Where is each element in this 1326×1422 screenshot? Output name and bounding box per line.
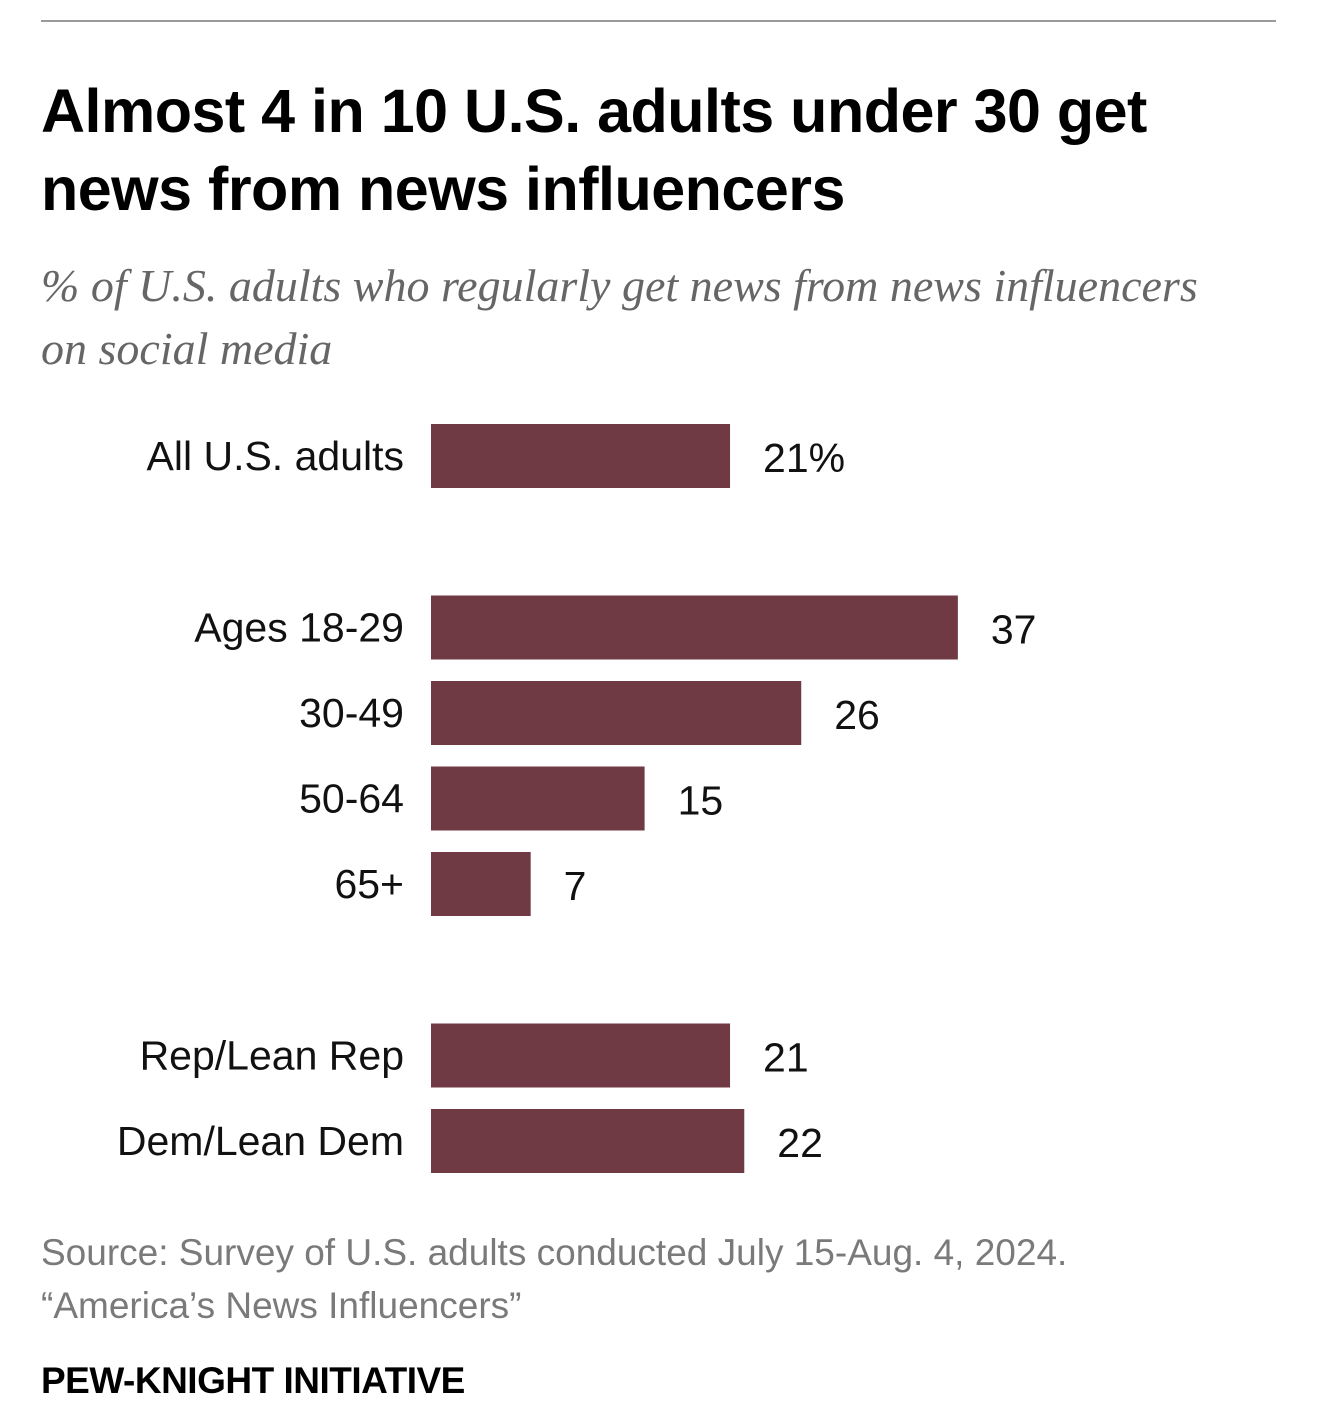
bar-chart: All U.S. adults 21% Ages 18-29 37 30-49 26 50-… (117, 424, 1037, 1173)
bar-50-64 (431, 766, 645, 831)
category-label-dem-lean-dem: Dem/Lean Dem (117, 1118, 404, 1164)
value-label-all-u-s-adults: 21% (763, 435, 845, 481)
bar-ages-18-29 (431, 595, 958, 660)
category-label-65: 65+ (334, 861, 404, 907)
value-label-50-64: 15 (678, 778, 724, 824)
bar-30-49 (431, 681, 802, 745)
value-label-65: 7 (564, 863, 587, 909)
source-line: Source: Survey of U.S. adults conducted … (41, 1232, 1068, 1273)
chart-title: Almost 4 in 10 U.S. adults under 30 get … (41, 77, 1147, 223)
bar-65 (431, 852, 531, 916)
bar-dem-lean-dem (431, 1109, 745, 1173)
value-label-30-49: 26 (834, 692, 880, 738)
category-label-30-49: 30-49 (299, 690, 404, 736)
category-label-50-64: 50-64 (299, 776, 404, 822)
chart-subtitle: % of U.S. adults who regularly get news … (41, 260, 1198, 374)
report-name: “America’s News Influencers” (41, 1285, 522, 1326)
bar-all-u-s-adults (431, 424, 731, 488)
category-label-rep-lean-rep: Rep/Lean Rep (140, 1033, 404, 1079)
value-label-ages-18-29: 37 (991, 607, 1037, 653)
top-rule (41, 20, 1276, 22)
category-label-ages-18-29: Ages 18-29 (194, 605, 404, 651)
category-label-all-u-s-adults: All U.S. adults (147, 433, 405, 479)
brand-name: PEW-KNIGHT INITIATIVE (41, 1360, 465, 1401)
value-label-dem-lean-dem: 22 (777, 1120, 823, 1166)
source-note: Source: Survey of U.S. adults conducted … (41, 1226, 1291, 1332)
value-label-rep-lean-rep: 21 (763, 1035, 809, 1081)
bar-rep-lean-rep (431, 1023, 731, 1088)
